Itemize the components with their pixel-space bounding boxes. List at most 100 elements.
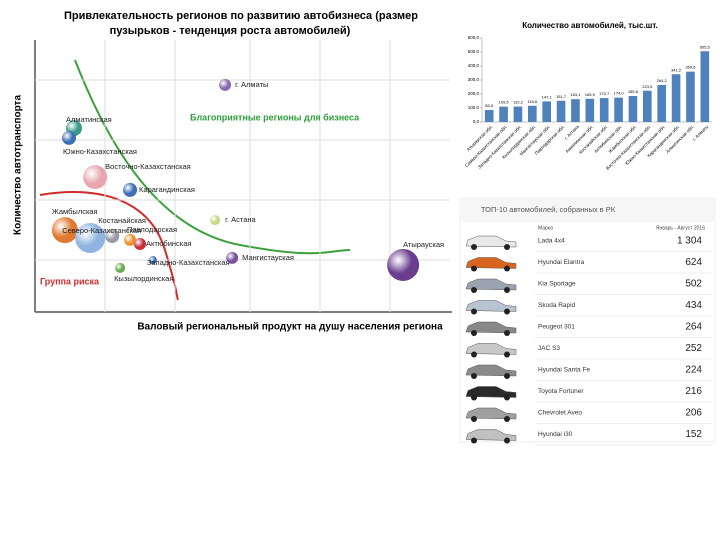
table-title-bg <box>460 198 715 222</box>
bubble-label: Мангистауская <box>242 253 294 262</box>
bar <box>686 71 695 122</box>
bar <box>657 85 666 122</box>
y-tick-label: 500,0 <box>468 49 480 54</box>
bubble-label: Павлодарская <box>127 225 177 234</box>
risk-curve <box>39 191 179 301</box>
car-image <box>465 300 517 312</box>
value-label: 170,7 <box>599 91 610 96</box>
wheel <box>471 265 477 272</box>
wheel <box>471 351 477 358</box>
bar <box>542 101 551 122</box>
wheel <box>471 308 477 315</box>
wheel <box>504 330 510 336</box>
bubble <box>133 238 146 250</box>
y-tick-label: 400,0 <box>468 63 480 68</box>
bubble-label: Атырауская <box>403 240 444 249</box>
table-title: ТОП-10 автомобилей, собранных в РК <box>481 205 616 214</box>
wheel <box>504 437 510 444</box>
bubble-label: г. Астана <box>225 215 256 224</box>
bar <box>513 106 523 122</box>
bubble-label: Южно-Казахстанская <box>63 147 137 156</box>
bar <box>585 98 595 122</box>
y-tick-label: 300,0 <box>468 77 480 82</box>
bubble <box>124 233 137 246</box>
x-tick-label: г. Алматы <box>692 124 710 142</box>
car-image <box>465 278 517 291</box>
bubble <box>123 182 138 197</box>
bubble-label: Северо-Казахстанская <box>62 226 141 235</box>
wheel <box>471 373 477 379</box>
wheel <box>471 416 477 422</box>
table-cell: Hyundai Santa Fe <box>538 367 590 374</box>
bubble <box>210 215 221 226</box>
bubble <box>115 262 126 273</box>
chart-title: Количество автомобилей, тыс.шт. <box>522 21 658 30</box>
value-label: 147,1 <box>542 94 553 99</box>
chart-title: Привлекательность регионов по развитию а… <box>64 10 418 37</box>
bar <box>614 97 623 122</box>
value-label: 165,9 <box>585 92 596 97</box>
car-image <box>465 235 517 248</box>
car-image <box>465 343 517 355</box>
value-label: 264,2 <box>657 78 668 83</box>
bar <box>671 74 681 122</box>
table-cell: 1 304 <box>677 236 702 247</box>
wheel <box>471 437 477 444</box>
bar <box>599 98 609 122</box>
bubble-label: Актюбинская <box>146 239 191 248</box>
bubble-label: Западно-Казахстанская <box>147 258 230 267</box>
car-image <box>465 407 517 420</box>
table-cell: 216 <box>685 386 702 397</box>
bubble-label: Восточно-Казахстанская <box>105 162 191 171</box>
y-axis-label: Количество автотранспорта <box>13 95 24 235</box>
car-image <box>465 257 517 269</box>
value-label: 151,7 <box>556 94 567 99</box>
value-label: 223,5 <box>642 84 653 89</box>
table-cell: 206 <box>685 408 702 419</box>
table-cell: 152 <box>685 429 702 440</box>
value-label: 185,8 <box>628 89 639 94</box>
wheel <box>471 287 477 293</box>
bubble-label: Карагандинская <box>139 185 195 194</box>
value-label: 505,5 <box>700 44 711 49</box>
y-tick-label: 100,0 <box>468 105 480 110</box>
value-label: 115,6 <box>527 99 537 104</box>
table-cell: 224 <box>685 365 702 376</box>
wheel <box>471 244 477 250</box>
wheel <box>504 416 510 422</box>
table-cell: Hyundai Elantra <box>538 259 585 266</box>
wheel <box>504 351 510 358</box>
table-cell: Chevrolet Aveo <box>538 410 582 417</box>
wheel <box>504 265 510 272</box>
bar <box>528 105 537 122</box>
car-image <box>465 321 517 334</box>
bubble <box>51 217 78 244</box>
bar <box>556 100 566 122</box>
bubble-label: г. Алматы <box>235 80 268 89</box>
annotation: Группа риска <box>40 276 100 286</box>
value-label: 110,2 <box>513 100 523 105</box>
table-header: Марка <box>538 225 553 231</box>
table-cell: 502 <box>685 279 702 290</box>
bubble <box>219 78 232 91</box>
table-cell: 624 <box>685 257 702 268</box>
bubble-label: Алматинская <box>66 115 112 124</box>
table-cell: Peugeot 301 <box>538 324 575 331</box>
value-label: 163,1 <box>570 92 581 97</box>
car-image <box>465 364 517 377</box>
bubble <box>105 229 120 244</box>
bubble <box>62 130 77 145</box>
value-label: 109,5 <box>499 100 510 105</box>
wheel <box>504 394 510 401</box>
table-cell: 264 <box>685 322 702 333</box>
bubble-label: Кызылординская <box>114 274 173 283</box>
bubble <box>226 251 239 264</box>
table-cell: Skoda Rapid <box>538 302 576 309</box>
bubble-label: Костанайская <box>98 216 146 225</box>
table-cell: 252 <box>685 343 702 354</box>
bubble <box>148 256 157 265</box>
table-cell: Kia Sportage <box>538 281 576 288</box>
wheel <box>504 244 510 250</box>
bar <box>571 99 580 122</box>
